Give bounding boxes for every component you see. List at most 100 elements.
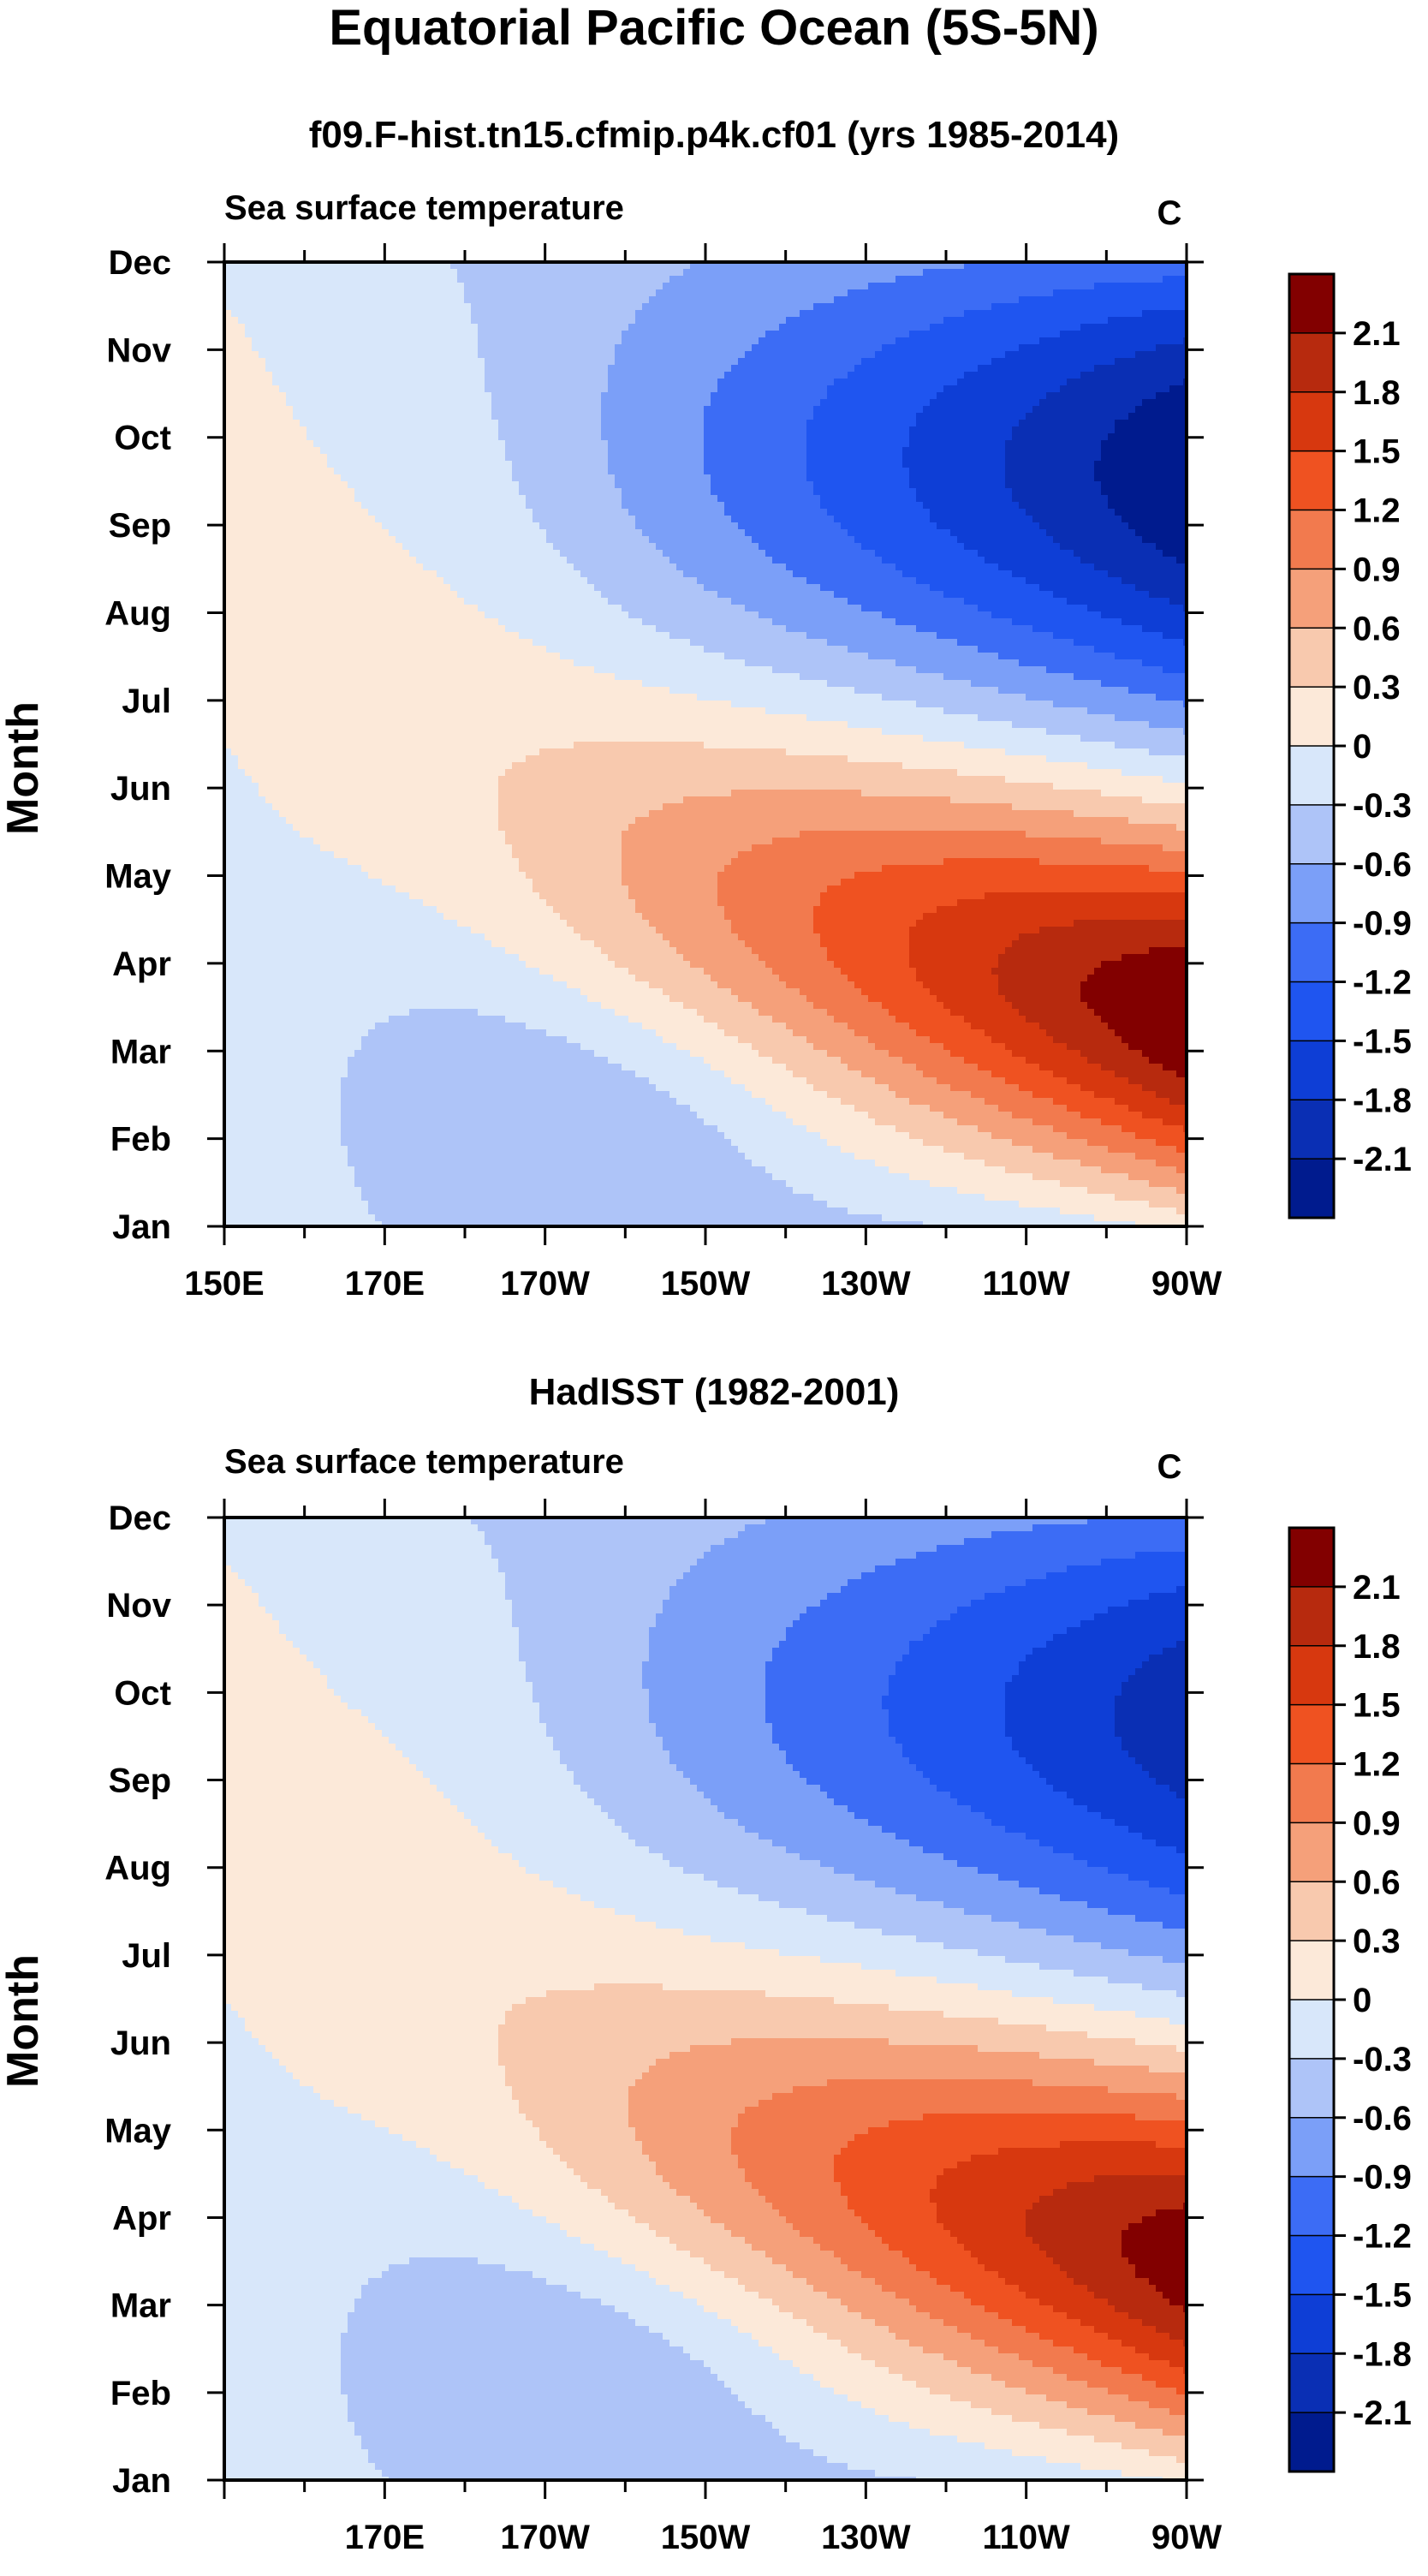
field-cell: [1122, 310, 1129, 318]
field-cell: [1176, 426, 1184, 434]
field-cell: [512, 379, 520, 386]
field-cell: [574, 351, 581, 359]
field-cell: [1060, 385, 1068, 393]
field-cell: [902, 495, 910, 503]
field-cell: [937, 474, 944, 482]
field-cell: [533, 420, 540, 427]
field-cell: [313, 289, 321, 297]
field-cell: [382, 385, 390, 393]
field-cell: [882, 317, 890, 325]
field-cell: [389, 420, 396, 427]
field-cell: [1135, 344, 1143, 352]
field-cell: [1122, 406, 1129, 414]
field-cell: [1039, 283, 1047, 290]
field-cell: [704, 379, 711, 386]
field-cell: [937, 406, 944, 414]
field-cell: [923, 461, 931, 468]
field-cell: [587, 372, 595, 379]
field-cell: [539, 310, 547, 318]
field-cell: [601, 433, 609, 441]
field-cell: [1163, 351, 1170, 359]
field-cell: [861, 385, 869, 393]
field-cell: [635, 303, 643, 311]
field-cell: [313, 344, 321, 352]
field-cell: [259, 488, 266, 496]
field-cell: [1169, 468, 1177, 475]
field-cell: [354, 433, 362, 441]
field-cell: [1012, 365, 1020, 373]
field-cell: [320, 468, 328, 475]
field-cell: [396, 296, 403, 304]
field-cell: [443, 262, 451, 270]
field-cell: [711, 406, 718, 414]
field-cell: [286, 502, 294, 510]
field-cell: [587, 317, 595, 325]
field-cell: [224, 502, 232, 510]
field-cell: [1142, 310, 1150, 318]
field-cell: [450, 406, 458, 414]
field-cell: [759, 488, 766, 496]
field-cell: [574, 296, 581, 304]
field-cell: [478, 385, 485, 393]
field-cell: [923, 289, 931, 297]
field-cell: [930, 433, 937, 441]
field-cell: [423, 468, 431, 475]
field-cell: [950, 296, 958, 304]
field-cell: [457, 344, 465, 352]
field-cell: [464, 392, 472, 400]
field-cell: [245, 358, 253, 366]
field-cell: [895, 495, 903, 503]
field-cell: [752, 262, 759, 270]
field-cell: [259, 385, 266, 393]
field-cell: [916, 289, 924, 297]
field-cell: [1053, 262, 1061, 270]
field-cell: [546, 337, 554, 345]
field-cell: [622, 440, 629, 448]
field-cell: [943, 440, 951, 448]
field-cell: [909, 426, 917, 434]
field-cell: [1094, 351, 1102, 359]
field-cell: [553, 440, 561, 448]
field-cell: [1176, 289, 1184, 297]
field-cell: [478, 481, 485, 489]
field-cell: [1046, 406, 1054, 414]
field-cell: [1163, 365, 1170, 373]
field-cell: [772, 379, 780, 386]
field-cell: [334, 447, 342, 455]
field-cell: [594, 447, 602, 455]
field-cell: [471, 461, 479, 468]
field-cell: [361, 276, 369, 283]
field-cell: [916, 269, 924, 277]
field-cell: [437, 413, 444, 420]
field-cell: [478, 379, 485, 386]
field-cell: [704, 433, 711, 441]
field-cell: [895, 379, 903, 386]
field-cell: [875, 468, 883, 475]
field-cell: [375, 420, 383, 427]
field-cell: [546, 385, 554, 393]
field-cell: [1094, 303, 1102, 311]
field-cell: [601, 289, 609, 297]
field-cell: [1149, 454, 1157, 462]
field-cell: [402, 502, 410, 510]
field-cell: [1032, 310, 1040, 318]
field-cell: [731, 303, 739, 311]
field-cell: [348, 303, 355, 311]
field-cell: [724, 461, 732, 468]
field-cell: [512, 351, 520, 359]
field-cell: [971, 365, 979, 373]
field-cell: [1067, 454, 1074, 462]
field-cell: [1046, 481, 1054, 489]
field-cell: [423, 317, 431, 325]
field-cell: [1046, 276, 1054, 283]
field-cell: [985, 495, 992, 503]
field-cell: [1094, 447, 1102, 455]
field-cell: [1012, 358, 1020, 366]
field-cell: [964, 296, 972, 304]
field-cell: [409, 481, 417, 489]
field-cell: [252, 481, 259, 489]
field-cell: [389, 351, 396, 359]
field-cell: [1135, 468, 1143, 475]
field-cell: [717, 413, 725, 420]
field-cell: [752, 331, 759, 338]
